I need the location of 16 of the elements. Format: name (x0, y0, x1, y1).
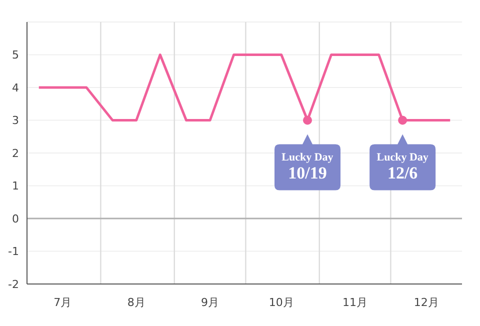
y-tick-label: 3 (12, 114, 19, 128)
y-tick-label: -2 (8, 278, 19, 291)
x-tick-label: 9月 (201, 296, 220, 309)
y-tick-label: 1 (12, 180, 19, 193)
x-tick-label: 8月 (127, 296, 146, 309)
y-tick-label: -1 (8, 245, 19, 258)
x-tick-label: 10月 (268, 296, 294, 309)
y-tick-label: 0 (12, 212, 19, 226)
x-tick-label: 7月 (54, 296, 72, 309)
x-tick-label: 11月 (342, 296, 368, 309)
y-tick-label: 4 (12, 81, 19, 94)
annotation: Lucky Day 12/6 (376, 151, 429, 182)
y-tick-label: 2 (12, 146, 19, 160)
x-tick-label: 12月 (414, 296, 439, 309)
y-tick-label: 5 (12, 48, 19, 62)
annotation: Lucky Day 10/19 (282, 151, 334, 182)
